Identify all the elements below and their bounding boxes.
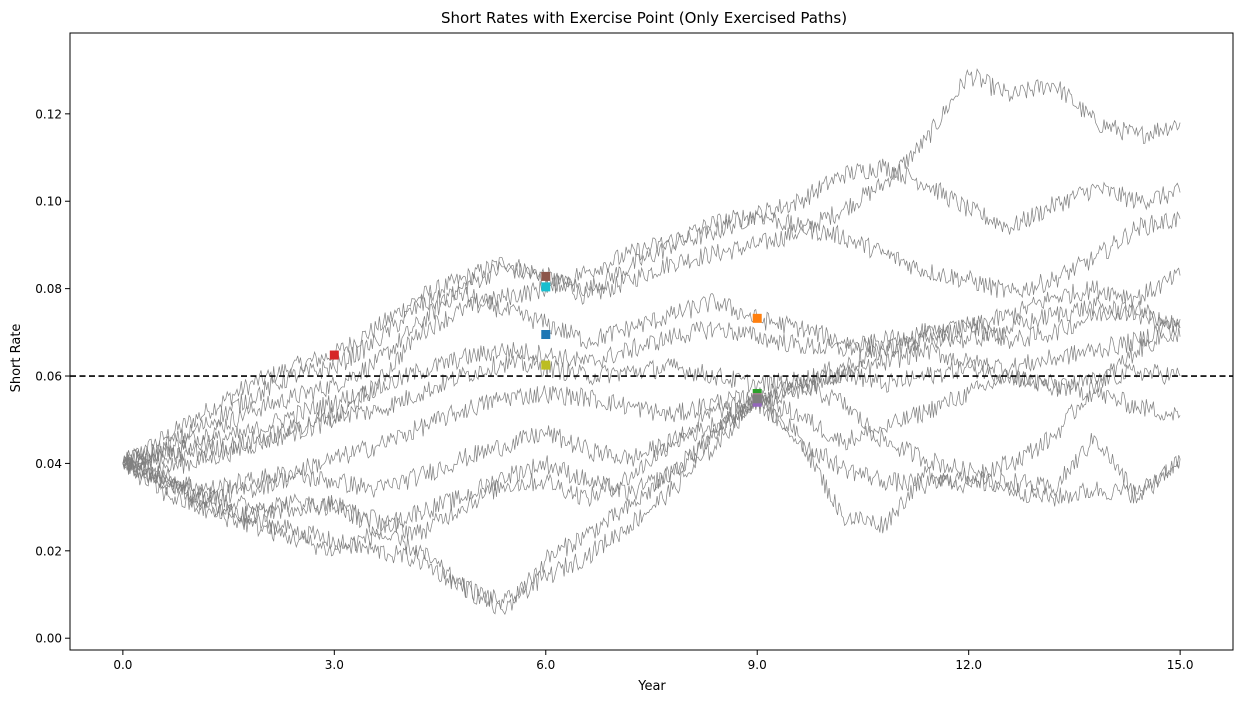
y-tick-label-1: 0.00 [35, 632, 62, 646]
x-tick-label-4: 9.0 [748, 658, 767, 672]
exercise-point-10 [752, 394, 762, 404]
exercise-point-2 [541, 271, 551, 281]
y-tick-label-3: 0.04 [35, 457, 62, 471]
y-tick-label-6: 0.10 [35, 195, 62, 209]
y-tick-label-5: 0.08 [35, 282, 62, 296]
short-rate-path-3 [122, 209, 1181, 477]
exercise-points [329, 271, 762, 407]
short-rate-path-10 [122, 393, 1181, 541]
y-tick-label-2: 0.02 [35, 544, 62, 558]
y-axis-label: Short Rate [9, 324, 24, 393]
short-rate-path-8 [122, 359, 1181, 508]
x-tick-label-2: 3.0 [325, 658, 344, 672]
exercise-point-4 [541, 330, 551, 340]
short-rate-path-5 [122, 296, 1181, 468]
x-tick-label-3: 6.0 [536, 658, 555, 672]
exercise-point-3 [541, 282, 551, 292]
short-rate-path-6 [122, 300, 1181, 472]
short-rate-path-12 [122, 394, 1181, 609]
chart-title: Short Rates with Exercise Point (Only Ex… [441, 9, 847, 27]
x-axis: 0.0 3.0 6.0 9.0 12.0 15.0 [113, 650, 1193, 672]
exercise-point-6 [752, 313, 762, 323]
short-rate-path-4 [122, 267, 1181, 470]
y-tick-label-7: 0.12 [35, 107, 62, 121]
y-tick-label-4: 0.06 [35, 370, 62, 384]
x-axis-label: Year [637, 679, 666, 694]
plot-area [69, 32, 1234, 651]
x-tick-label-6: 15.0 [1167, 658, 1194, 672]
y-axis: 0.00 0.02 0.04 0.06 0.08 0.10 0.12 [35, 107, 70, 646]
short-rate-paths [122, 68, 1181, 616]
plot-frame [69, 32, 1234, 651]
short-rate-path-2 [122, 158, 1181, 467]
exercise-point-5 [541, 360, 551, 370]
exercise-point-1 [329, 350, 339, 360]
x-tick-label-5: 12.0 [955, 658, 982, 672]
x-tick-label-1: 0.0 [113, 658, 132, 672]
short-rate-path-1 [122, 68, 1181, 466]
short-rate-path-9 [122, 369, 1181, 538]
